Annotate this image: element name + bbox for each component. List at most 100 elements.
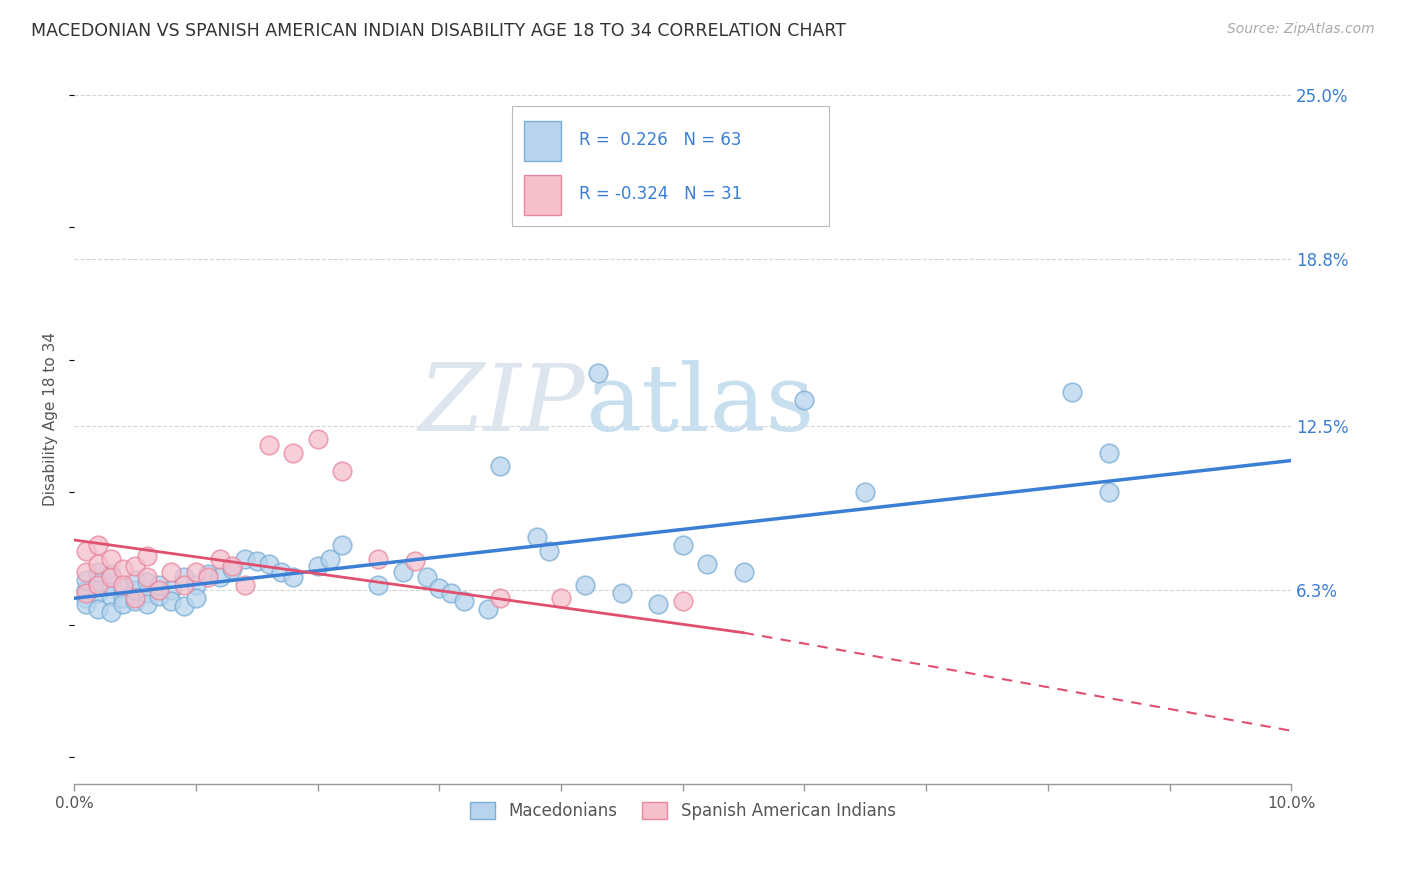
- Point: [136, 570, 159, 584]
- Point: [75, 597, 97, 611]
- Point: [404, 554, 426, 568]
- Point: [283, 570, 305, 584]
- Point: [160, 594, 183, 608]
- Point: [87, 538, 110, 552]
- Point: [124, 591, 146, 606]
- Point: [111, 597, 134, 611]
- Point: [307, 559, 329, 574]
- Point: [148, 589, 170, 603]
- Point: [489, 458, 512, 473]
- Point: [100, 551, 122, 566]
- Point: [733, 565, 755, 579]
- Point: [136, 575, 159, 590]
- Point: [148, 578, 170, 592]
- Point: [319, 551, 342, 566]
- Text: MACEDONIAN VS SPANISH AMERICAN INDIAN DISABILITY AGE 18 TO 34 CORRELATION CHART: MACEDONIAN VS SPANISH AMERICAN INDIAN DI…: [31, 22, 846, 40]
- FancyBboxPatch shape: [524, 176, 561, 216]
- Point: [391, 565, 413, 579]
- Point: [221, 562, 243, 576]
- Point: [550, 591, 572, 606]
- Point: [75, 543, 97, 558]
- Point: [537, 543, 560, 558]
- Point: [453, 594, 475, 608]
- Point: [672, 594, 695, 608]
- Point: [124, 583, 146, 598]
- Point: [136, 586, 159, 600]
- Point: [100, 570, 122, 584]
- Point: [184, 565, 207, 579]
- Point: [124, 594, 146, 608]
- Point: [87, 586, 110, 600]
- Point: [197, 570, 219, 584]
- Point: [160, 583, 183, 598]
- Point: [111, 581, 134, 595]
- Point: [416, 570, 439, 584]
- Text: R =  0.226   N = 63: R = 0.226 N = 63: [579, 131, 742, 149]
- Point: [367, 551, 389, 566]
- Text: ZIP: ZIP: [419, 359, 585, 450]
- Point: [124, 573, 146, 587]
- Point: [184, 578, 207, 592]
- Point: [100, 589, 122, 603]
- Point: [647, 597, 669, 611]
- Text: R = -0.324   N = 31: R = -0.324 N = 31: [579, 185, 742, 202]
- Point: [489, 591, 512, 606]
- Point: [173, 570, 195, 584]
- Point: [330, 464, 353, 478]
- Point: [148, 583, 170, 598]
- Point: [111, 591, 134, 606]
- Point: [233, 578, 256, 592]
- Point: [257, 437, 280, 451]
- Point: [160, 565, 183, 579]
- Point: [1098, 485, 1121, 500]
- Point: [173, 578, 195, 592]
- Point: [246, 554, 269, 568]
- Point: [100, 567, 122, 582]
- Point: [513, 180, 536, 194]
- Point: [853, 485, 876, 500]
- Point: [173, 599, 195, 614]
- Point: [610, 586, 633, 600]
- Point: [574, 578, 596, 592]
- Point: [672, 538, 695, 552]
- Point: [440, 586, 463, 600]
- Point: [87, 575, 110, 590]
- Point: [257, 557, 280, 571]
- Point: [367, 578, 389, 592]
- Point: [75, 591, 97, 606]
- Point: [283, 445, 305, 459]
- Point: [87, 557, 110, 571]
- Point: [586, 366, 609, 380]
- Point: [307, 432, 329, 446]
- Point: [330, 538, 353, 552]
- Point: [111, 562, 134, 576]
- Legend: Macedonians, Spanish American Indians: Macedonians, Spanish American Indians: [463, 795, 903, 826]
- Point: [197, 567, 219, 582]
- Point: [427, 581, 450, 595]
- Point: [87, 578, 110, 592]
- Point: [100, 605, 122, 619]
- Point: [87, 602, 110, 616]
- Point: [696, 557, 718, 571]
- Point: [270, 565, 292, 579]
- Point: [111, 578, 134, 592]
- Point: [136, 549, 159, 563]
- Point: [233, 551, 256, 566]
- Point: [793, 392, 815, 407]
- Point: [477, 602, 499, 616]
- FancyBboxPatch shape: [512, 106, 828, 227]
- Point: [209, 570, 232, 584]
- Point: [87, 565, 110, 579]
- Point: [1098, 445, 1121, 459]
- Point: [136, 597, 159, 611]
- Point: [209, 551, 232, 566]
- Point: [184, 591, 207, 606]
- FancyBboxPatch shape: [524, 120, 561, 161]
- Text: atlas: atlas: [585, 359, 814, 450]
- Point: [1062, 384, 1084, 399]
- Point: [75, 583, 97, 598]
- Point: [75, 586, 97, 600]
- Text: Source: ZipAtlas.com: Source: ZipAtlas.com: [1227, 22, 1375, 37]
- Point: [124, 559, 146, 574]
- Point: [75, 573, 97, 587]
